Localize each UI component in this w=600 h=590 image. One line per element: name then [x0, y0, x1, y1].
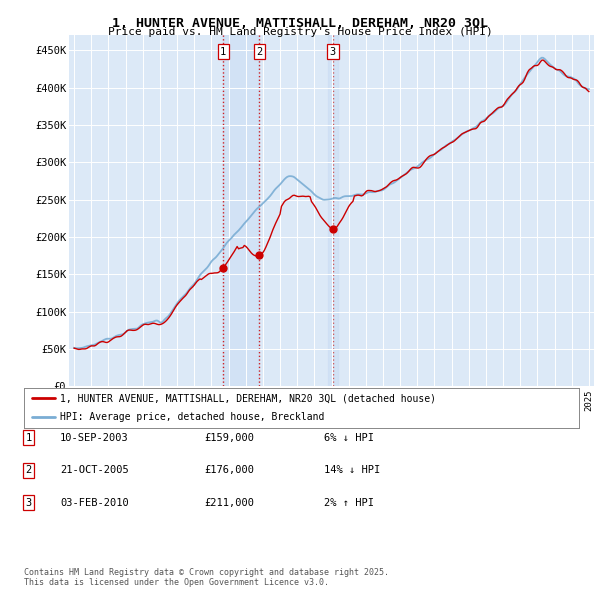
Text: 1, HUNTER AVENUE, MATTISHALL, DEREHAM, NR20 3QL: 1, HUNTER AVENUE, MATTISHALL, DEREHAM, N…	[112, 17, 488, 30]
Text: 1, HUNTER AVENUE, MATTISHALL, DEREHAM, NR20 3QL (detached house): 1, HUNTER AVENUE, MATTISHALL, DEREHAM, N…	[60, 394, 436, 404]
Bar	[328, 35, 338, 386]
Text: 3: 3	[26, 498, 32, 507]
Text: Price paid vs. HM Land Registry's House Price Index (HPI): Price paid vs. HM Land Registry's House …	[107, 27, 493, 37]
Text: £176,000: £176,000	[204, 466, 254, 475]
Text: 2: 2	[256, 47, 263, 57]
Text: 10-SEP-2003: 10-SEP-2003	[60, 433, 129, 442]
Text: Contains HM Land Registry data © Crown copyright and database right 2025.
This d: Contains HM Land Registry data © Crown c…	[24, 568, 389, 587]
Text: 2: 2	[26, 466, 32, 475]
Text: £211,000: £211,000	[204, 498, 254, 507]
Text: 03-FEB-2010: 03-FEB-2010	[60, 498, 129, 507]
Text: £159,000: £159,000	[204, 433, 254, 442]
Text: 14% ↓ HPI: 14% ↓ HPI	[324, 466, 380, 475]
Text: 1: 1	[26, 433, 32, 442]
Text: 6% ↓ HPI: 6% ↓ HPI	[324, 433, 374, 442]
Text: 2% ↑ HPI: 2% ↑ HPI	[324, 498, 374, 507]
Text: 21-OCT-2005: 21-OCT-2005	[60, 466, 129, 475]
Text: 3: 3	[330, 47, 336, 57]
Text: 1: 1	[220, 47, 226, 57]
Text: HPI: Average price, detached house, Breckland: HPI: Average price, detached house, Brec…	[60, 412, 325, 422]
Bar	[223, 35, 259, 386]
